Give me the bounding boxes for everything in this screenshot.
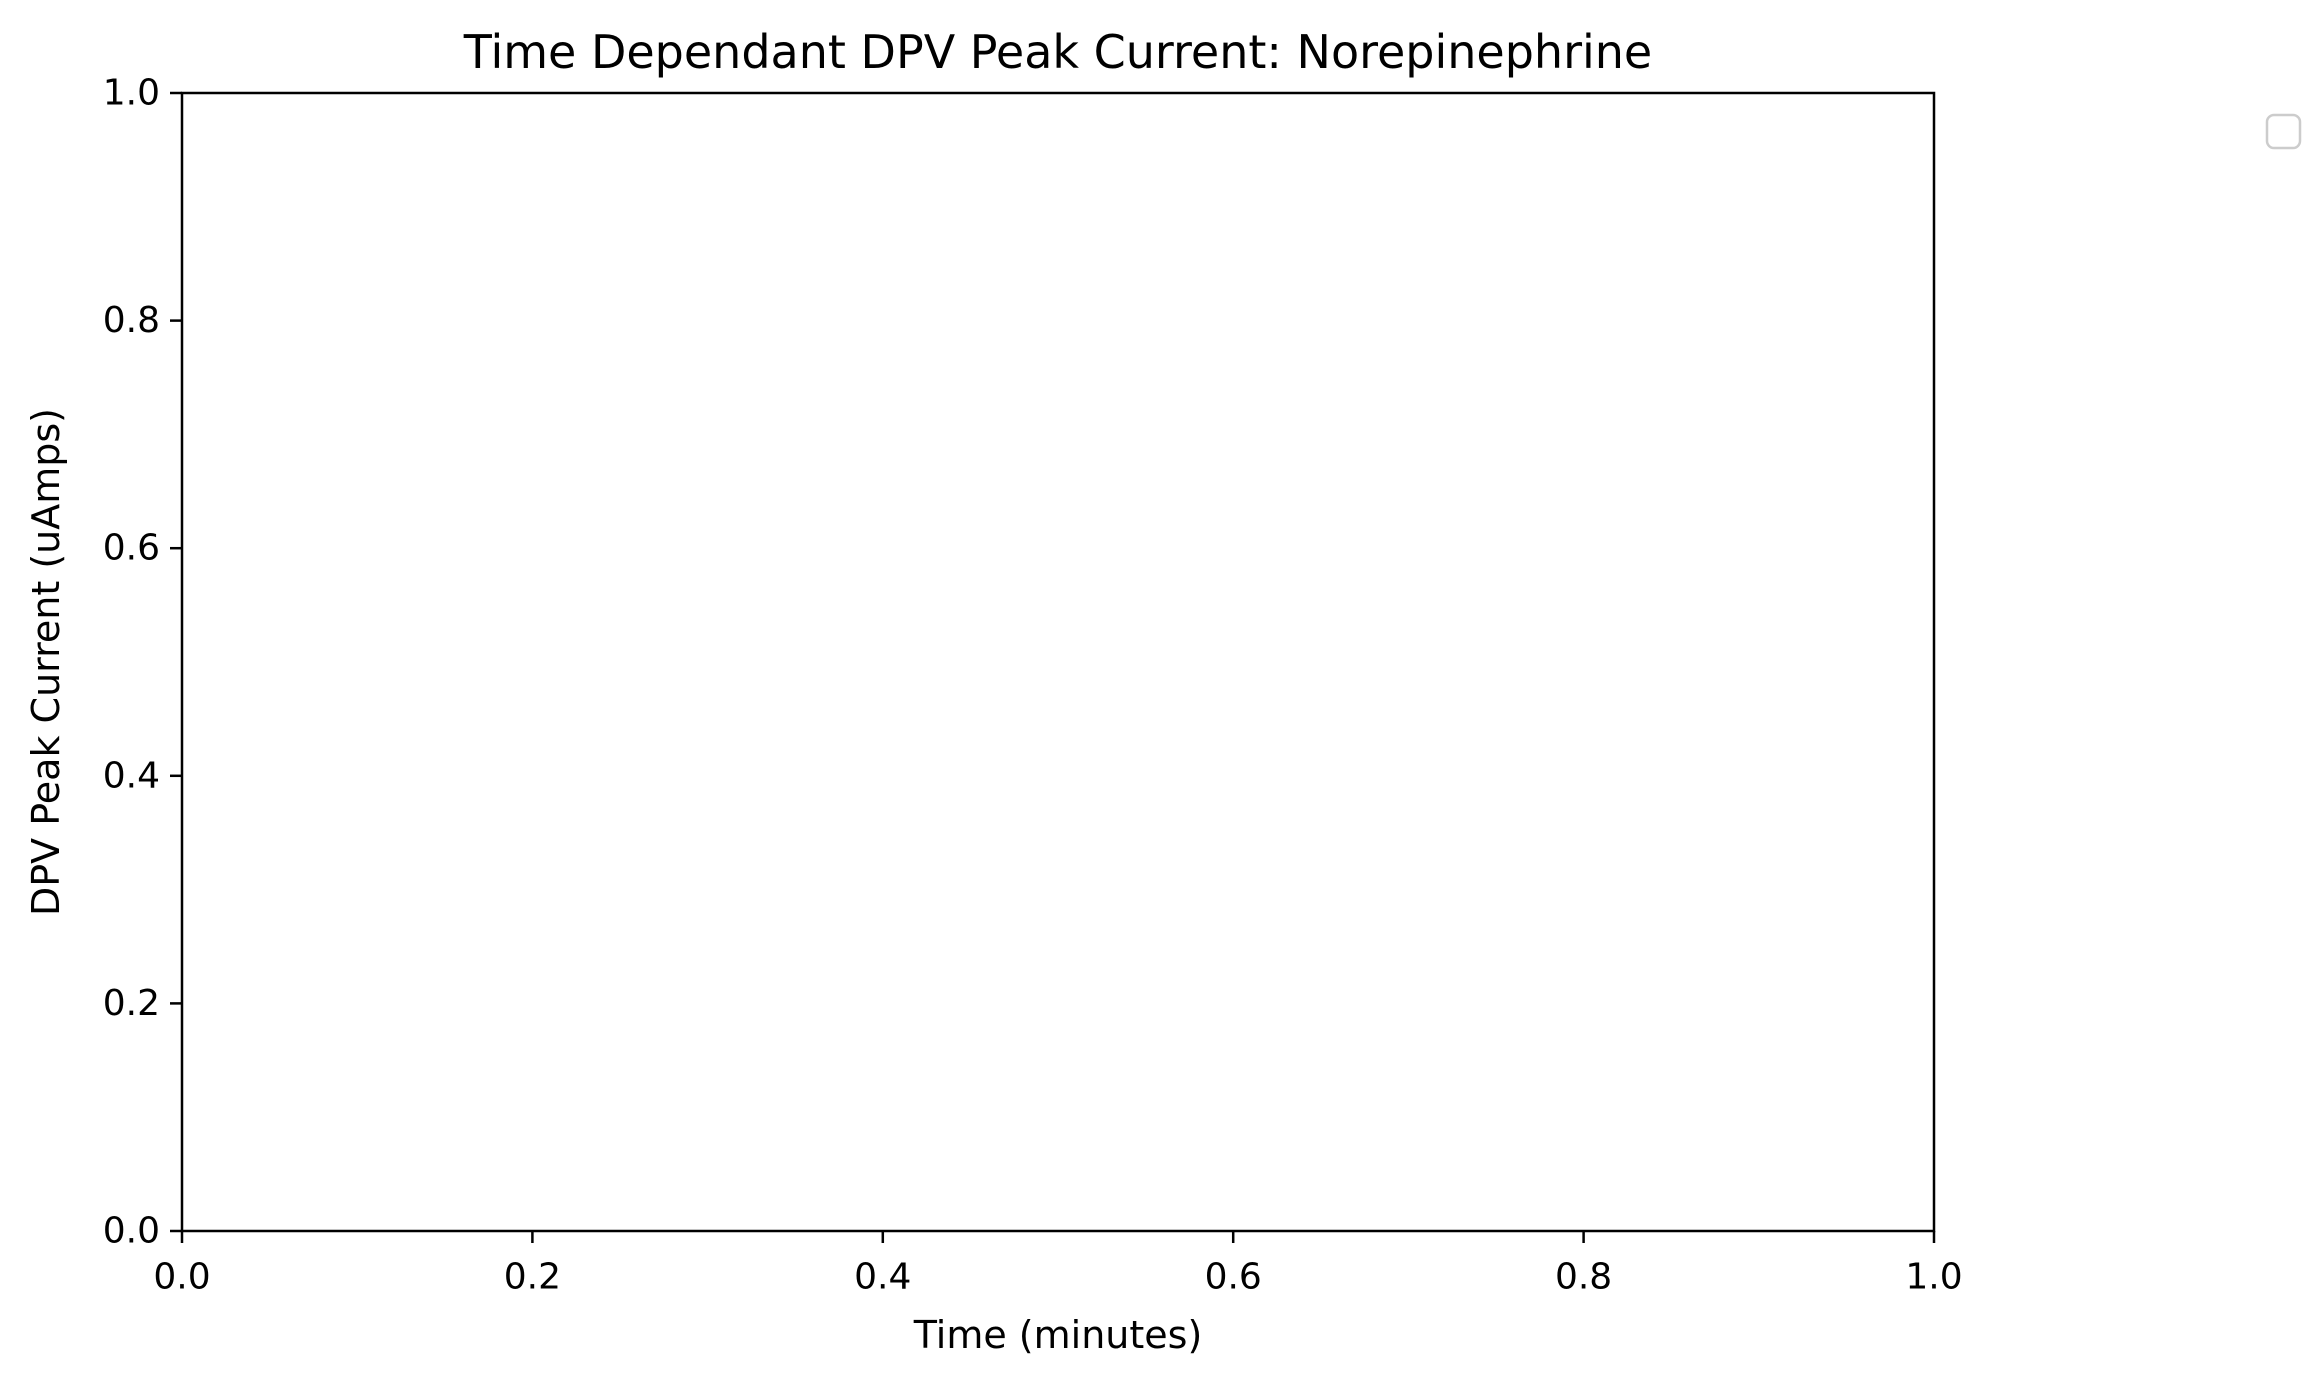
x-axis-ticks: 0.0 0.2 0.4 0.6 0.8 1.0 — [153, 1231, 1963, 1298]
plot-area-frame — [180, 91, 1936, 1233]
x-axis-label: Time (minutes) — [913, 1313, 1203, 1357]
y-tick-label: 0.4 — [103, 755, 160, 796]
y-tick-label: 0.2 — [103, 983, 160, 1024]
y-tick-label: 0.6 — [103, 528, 160, 569]
x-tick-label: 0.2 — [504, 1257, 561, 1298]
y-axis-ticks: 0.0 0.2 0.4 0.6 0.8 1.0 — [103, 73, 182, 1252]
y-tick-label: 1.0 — [103, 73, 160, 114]
x-tick-label: 0.4 — [854, 1257, 911, 1298]
legend-box[interactable] — [2265, 113, 2302, 150]
y-tick-label: 0.0 — [103, 1211, 160, 1252]
chart-title: Time Dependant DPV Peak Current: Norepin… — [463, 25, 1652, 79]
x-tick-label: 1.0 — [1905, 1257, 1962, 1298]
y-axis-label: DPV Peak Current (uAmps) — [24, 408, 68, 916]
x-tick-label: 0.6 — [1205, 1257, 1262, 1298]
y-tick-label: 0.8 — [103, 300, 160, 341]
x-tick-label: 0.8 — [1555, 1257, 1612, 1298]
x-tick-label: 0.0 — [153, 1257, 210, 1298]
